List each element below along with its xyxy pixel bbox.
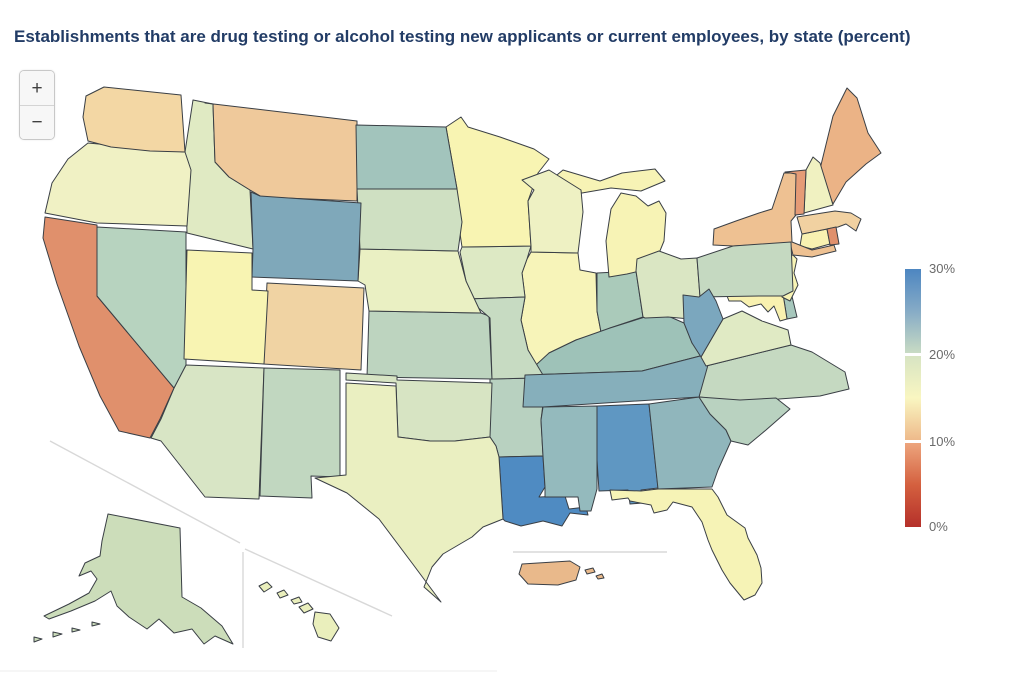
state-va[interactable]: Virginia [700, 310, 792, 367]
zoom-in-button[interactable]: + [20, 71, 54, 105]
state-wi[interactable]: Wisconsin [521, 169, 584, 254]
state-sc[interactable]: South Carolina [698, 396, 791, 446]
state-nd[interactable]: North Dakota [355, 124, 458, 190]
state-co[interactable]: Colorado [262, 282, 365, 371]
state-me[interactable]: Maine [819, 87, 882, 205]
state-ma[interactable]: Massachusetts [796, 210, 862, 235]
map-zoom-control[interactable]: + − [19, 70, 55, 140]
zoom-out-button[interactable]: − [20, 105, 54, 139]
state-al[interactable]: Alabama [596, 403, 659, 505]
state-ut[interactable]: Utah [183, 249, 269, 365]
state-or[interactable]: Oregon [44, 142, 192, 227]
state-tx[interactable]: Texas [314, 382, 504, 603]
state-hi[interactable]: Hawaii [258, 581, 340, 642]
state-pr[interactable]: Puerto Rico [518, 560, 605, 586]
state-pa[interactable]: Pennsylvania [696, 241, 794, 298]
state-nv[interactable]: Nevada [96, 226, 187, 389]
legend-tick-0: 0% [929, 519, 948, 534]
state-vt[interactable]: Vermont [784, 169, 807, 216]
state-ri[interactable]: Rhode Island [826, 226, 840, 246]
state-sd[interactable]: South Dakota [356, 188, 463, 252]
state-wv[interactable]: West Virginia [682, 288, 724, 358]
state-la[interactable]: Louisiana [498, 455, 589, 527]
inset-separator-line [244, 548, 393, 617]
color-legend: 30% 20% 10% 0% [905, 261, 975, 534]
state-nm[interactable]: New Mexico [259, 367, 341, 499]
page-title: Establishments that are drug testing or … [14, 27, 911, 46]
state-wy[interactable]: Wyoming [250, 191, 362, 282]
state-wa[interactable]: Washington [82, 86, 186, 153]
state-ms[interactable]: Mississippi [540, 405, 598, 512]
legend-tick-20: 20% [929, 347, 956, 362]
legend-tick-30: 30% [929, 261, 956, 276]
state-ny[interactable]: New York [712, 172, 837, 258]
inset-separator-line [49, 440, 241, 544]
state-ne[interactable]: Nebraska [357, 248, 482, 314]
legend-color-bar [905, 269, 921, 530]
legend-gradient-segment-high [905, 269, 921, 353]
legend-gradient-segment-low [905, 443, 921, 527]
state-fl[interactable]: Florida [609, 488, 763, 601]
state-ak[interactable]: Alaska [33, 513, 234, 645]
legend-tick-10: 10% [929, 434, 956, 449]
legend-gradient-segment-mid [905, 356, 921, 440]
state-tn[interactable]: Tennessee [522, 354, 709, 408]
state-ks[interactable]: Kansas [366, 310, 493, 380]
